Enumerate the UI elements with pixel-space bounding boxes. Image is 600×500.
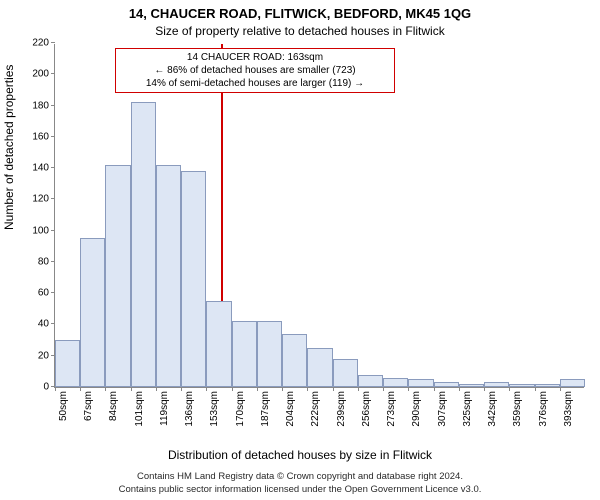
- x-tick-mark: [282, 387, 283, 391]
- x-tick-label: 153sqm: [209, 391, 220, 427]
- y-tick-label: 100: [21, 225, 55, 236]
- y-axis-label: Number of detached properties: [2, 65, 16, 230]
- x-tick-mark: [358, 387, 359, 391]
- y-tick-mark: [51, 198, 55, 199]
- x-tick-mark: [232, 387, 233, 391]
- y-tick-label: 80: [21, 256, 55, 267]
- histogram-bar: [560, 379, 585, 387]
- x-tick-label: 222sqm: [310, 391, 321, 427]
- x-tick-label: 256sqm: [361, 391, 372, 427]
- histogram-bar: [131, 102, 156, 387]
- histogram-bar: [333, 359, 358, 387]
- y-tick-label: 220: [21, 38, 55, 49]
- footer-line-2: Contains public sector information licen…: [0, 484, 600, 496]
- histogram-bar: [55, 340, 80, 387]
- x-tick-label: 136sqm: [184, 391, 195, 427]
- histogram-bar: [383, 378, 408, 387]
- x-tick-label: 273sqm: [386, 391, 397, 427]
- histogram-bar: [206, 301, 231, 387]
- x-tick-label: 239sqm: [336, 391, 347, 427]
- x-tick-label: 342sqm: [487, 391, 498, 427]
- annotation-line-3: 14% of semi-detached houses are larger (…: [122, 77, 388, 90]
- x-tick-label: 101sqm: [134, 391, 145, 427]
- x-tick-mark: [333, 387, 334, 391]
- histogram-bar: [232, 321, 257, 387]
- histogram-bar: [358, 375, 383, 388]
- x-tick-mark: [257, 387, 258, 391]
- histogram-bar: [434, 382, 459, 387]
- histogram-bar: [80, 238, 105, 387]
- histogram-bar: [282, 334, 307, 387]
- x-tick-mark: [80, 387, 81, 391]
- x-tick-mark: [181, 387, 182, 391]
- x-tick-mark: [484, 387, 485, 391]
- annotation-line-1: 14 CHAUCER ROAD: 163sqm: [122, 51, 388, 64]
- x-tick-mark: [105, 387, 106, 391]
- x-tick-label: 67sqm: [83, 391, 94, 421]
- histogram-bar: [181, 171, 206, 387]
- y-tick-label: 60: [21, 288, 55, 299]
- y-tick-mark: [51, 73, 55, 74]
- x-tick-mark: [156, 387, 157, 391]
- x-tick-label: 290sqm: [411, 391, 422, 427]
- x-tick-mark: [408, 387, 409, 391]
- histogram-bar: [105, 165, 130, 387]
- histogram-bar: [459, 384, 484, 387]
- histogram-bar: [484, 382, 509, 387]
- histogram-plot: 14 CHAUCER ROAD: 163sqm ← 86% of detache…: [54, 44, 584, 388]
- histogram-bar: [257, 321, 282, 387]
- histogram-bar: [307, 348, 332, 387]
- footer-line-1: Contains HM Land Registry data © Crown c…: [0, 471, 600, 483]
- x-tick-mark: [206, 387, 207, 391]
- x-tick-label: 325sqm: [462, 391, 473, 427]
- x-tick-label: 50sqm: [58, 391, 69, 421]
- x-tick-mark: [383, 387, 384, 391]
- y-tick-mark: [51, 105, 55, 106]
- x-tick-mark: [459, 387, 460, 391]
- y-tick-mark: [51, 292, 55, 293]
- y-tick-mark: [51, 136, 55, 137]
- y-tick-label: 40: [21, 319, 55, 330]
- x-axis-label: Distribution of detached houses by size …: [0, 448, 600, 462]
- page-title: 14, CHAUCER ROAD, FLITWICK, BEDFORD, MK4…: [0, 6, 600, 21]
- y-tick-label: 140: [21, 163, 55, 174]
- x-tick-label: 84sqm: [108, 391, 119, 421]
- x-tick-mark: [131, 387, 132, 391]
- x-tick-label: 376sqm: [538, 391, 549, 427]
- histogram-bar: [509, 384, 534, 387]
- x-tick-label: 359sqm: [512, 391, 523, 427]
- x-tick-mark: [434, 387, 435, 391]
- histogram-bar: [156, 165, 181, 387]
- y-tick-label: 180: [21, 100, 55, 111]
- y-tick-mark: [51, 42, 55, 43]
- x-tick-mark: [55, 387, 56, 391]
- y-tick-label: 160: [21, 131, 55, 142]
- y-tick-mark: [51, 261, 55, 262]
- y-tick-label: 20: [21, 350, 55, 361]
- x-tick-label: 119sqm: [159, 391, 170, 426]
- y-tick-label: 0: [21, 382, 55, 393]
- annotation-line-2: ← 86% of detached houses are smaller (72…: [122, 64, 388, 77]
- y-tick-mark: [51, 323, 55, 324]
- x-tick-mark: [560, 387, 561, 391]
- x-tick-label: 204sqm: [285, 391, 296, 427]
- annotation-box: 14 CHAUCER ROAD: 163sqm ← 86% of detache…: [115, 48, 395, 93]
- histogram-bar: [535, 384, 560, 387]
- x-tick-mark: [535, 387, 536, 391]
- x-tick-mark: [509, 387, 510, 391]
- x-tick-label: 307sqm: [437, 391, 448, 427]
- y-tick-label: 120: [21, 194, 55, 205]
- y-tick-mark: [51, 167, 55, 168]
- histogram-bar: [408, 379, 433, 387]
- x-tick-label: 393sqm: [563, 391, 574, 427]
- x-tick-label: 187sqm: [260, 391, 271, 427]
- y-tick-mark: [51, 230, 55, 231]
- page-subtitle: Size of property relative to detached ho…: [0, 24, 600, 38]
- attribution-footer: Contains HM Land Registry data © Crown c…: [0, 471, 600, 496]
- x-tick-mark: [307, 387, 308, 391]
- x-tick-label: 170sqm: [235, 391, 246, 427]
- y-tick-label: 200: [21, 69, 55, 80]
